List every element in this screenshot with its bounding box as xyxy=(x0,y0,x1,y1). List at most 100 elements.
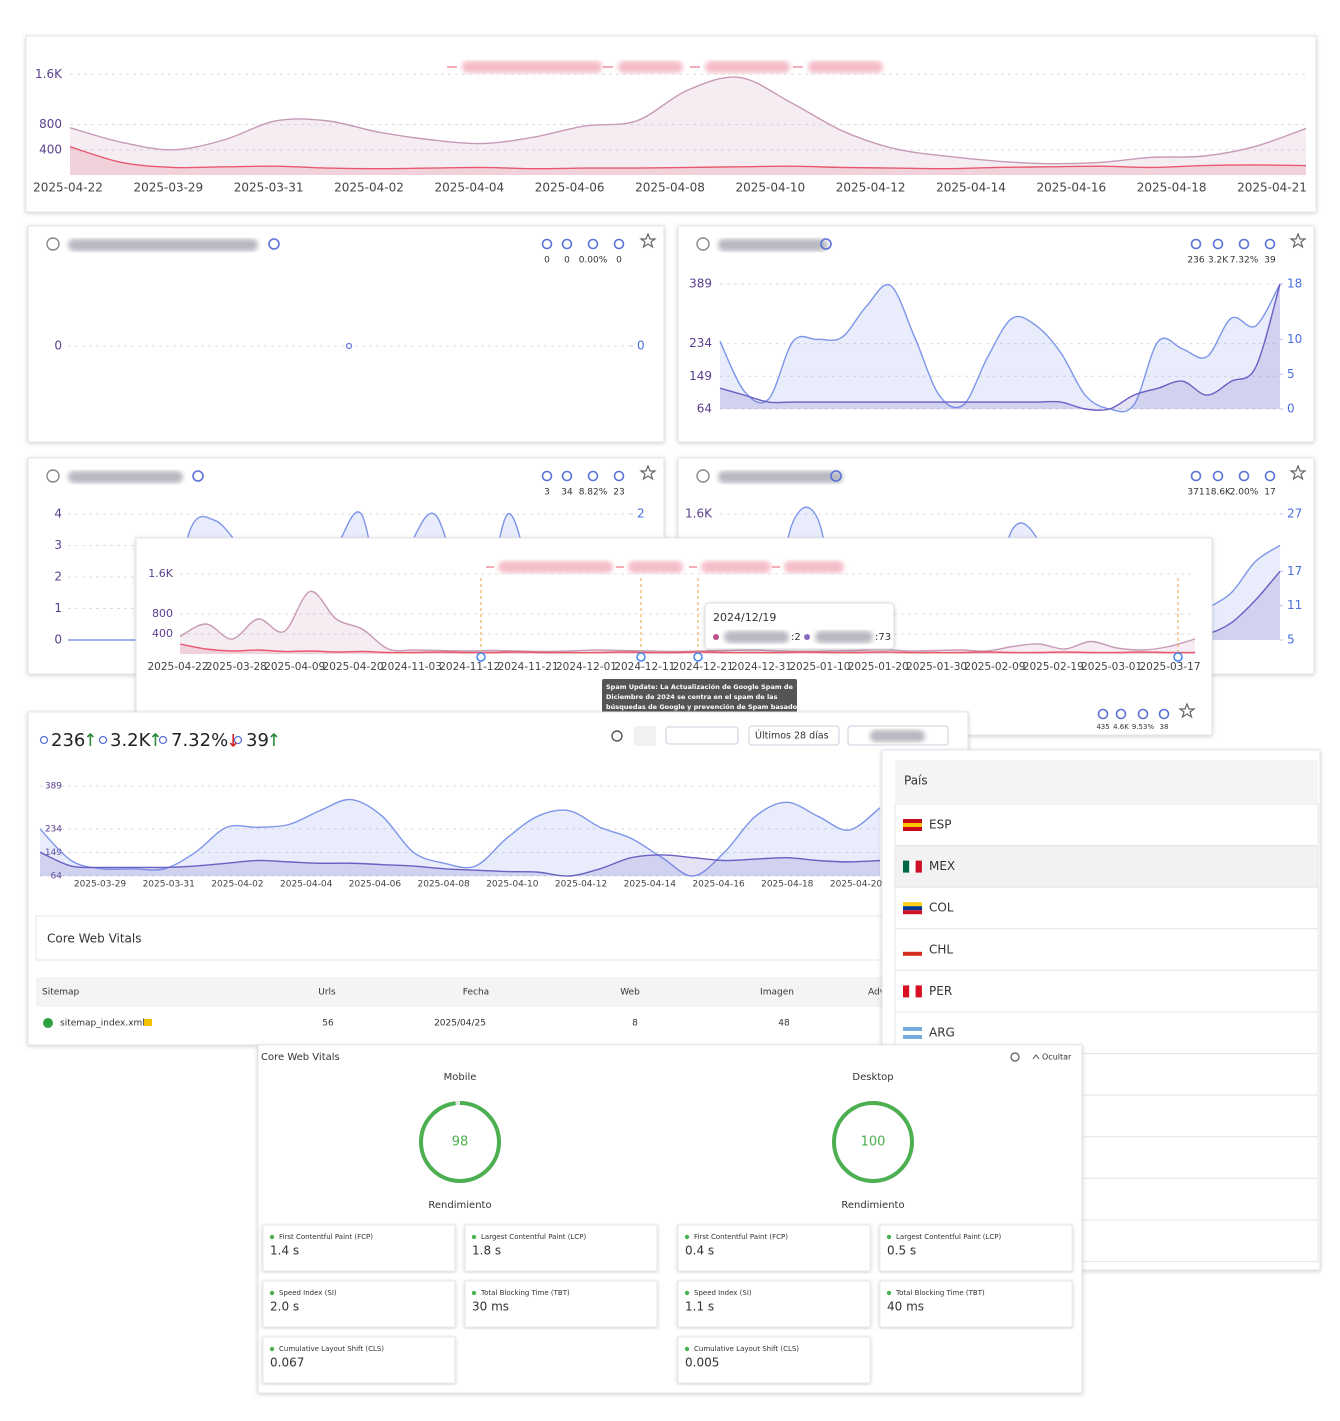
site-icon xyxy=(46,237,60,251)
y-tick-label: 64 xyxy=(51,872,63,882)
metric-value: 30 ms xyxy=(472,1300,509,1314)
trend-arrow xyxy=(229,734,237,748)
flag xyxy=(903,906,922,911)
y-tick-label: 1.6K xyxy=(35,67,63,81)
tooltip-date: 2024/12/19 xyxy=(713,611,776,624)
x-tick-label: 2025-04-20 xyxy=(323,661,384,673)
x-tick-label: 2025-04-14 xyxy=(936,181,1006,195)
x-tick-label: 2025-04-06 xyxy=(535,181,605,195)
status-dot xyxy=(269,1234,275,1240)
metric-icon xyxy=(158,735,168,745)
gauge-score: 98 xyxy=(452,1135,469,1150)
folder-icon xyxy=(144,1019,152,1026)
metric-value: 0 xyxy=(616,256,622,266)
country-code: CHL xyxy=(929,942,953,956)
metric-value: 23 xyxy=(613,488,624,498)
google-button[interactable] xyxy=(634,726,656,746)
inspect-icon[interactable] xyxy=(820,238,832,250)
x-tick-label: 2025-03-28 xyxy=(206,661,267,673)
y2-tick-label: 5 xyxy=(1287,367,1295,381)
metric-icon xyxy=(587,238,599,250)
annotation-text: Spam Update: La Actualización de Google … xyxy=(606,683,794,691)
x-tick-label: 2024-12-21 xyxy=(673,661,734,673)
section-card xyxy=(35,915,883,961)
google-update-icon[interactable] xyxy=(476,652,486,662)
metric-value: 8.82% xyxy=(579,488,608,498)
metric-name: Largest Contentful Paint (LCP) xyxy=(481,1233,587,1241)
metric-value: 0.00% xyxy=(579,256,608,266)
star-button[interactable] xyxy=(639,232,657,249)
metric-value: 2.00% xyxy=(1230,488,1259,498)
hidden-name xyxy=(815,631,873,643)
status-dot xyxy=(684,1290,690,1296)
star-button[interactable] xyxy=(639,464,657,481)
flag xyxy=(903,1035,922,1039)
star-button[interactable] xyxy=(1178,702,1196,719)
y-tick-label: 389 xyxy=(689,277,712,291)
line xyxy=(179,643,1196,654)
country-row xyxy=(894,928,1319,971)
x-tick-label: 2025-03-31 xyxy=(143,880,195,890)
country-row xyxy=(894,969,1319,1013)
google-update-icon[interactable] xyxy=(636,652,646,662)
point xyxy=(345,342,353,350)
x-tick-label: 2025-04-12 xyxy=(836,181,906,195)
range-select[interactable] xyxy=(748,725,840,746)
x-tick-label: 2025-04-12 xyxy=(555,880,607,890)
x-tick-label: 2025-03-31 xyxy=(234,181,304,195)
tooltip-value: :73 xyxy=(875,632,891,643)
flag xyxy=(903,1031,922,1035)
google-update-icon[interactable] xyxy=(1173,652,1183,662)
hidden-name xyxy=(718,471,843,483)
inspect-icon[interactable] xyxy=(192,470,204,482)
x-tick-label: 2025-04-04 xyxy=(434,181,504,195)
trend-arrow xyxy=(151,732,160,746)
gauge-label: Rendimiento xyxy=(841,1200,904,1211)
y-tick-label: 400 xyxy=(152,627,173,640)
hide-icon[interactable] xyxy=(611,730,623,742)
country-row xyxy=(894,845,1319,888)
metric-icon xyxy=(541,238,553,250)
hidden-name xyxy=(628,561,683,573)
x-tick-label: 2025-04-06 xyxy=(349,880,402,890)
table-header-cell: Sitemap xyxy=(42,988,80,998)
metric-value: 9.53% xyxy=(1132,723,1155,731)
inspect-icon[interactable] xyxy=(830,470,842,482)
mode-toggle[interactable] xyxy=(665,726,739,745)
y-tick-label: 0 xyxy=(54,339,62,353)
star-button[interactable] xyxy=(1289,464,1307,481)
metric-value: 236 xyxy=(1187,256,1204,266)
status-ok xyxy=(43,1018,53,1028)
metric-name: Cumulative Layout Shift (CLS) xyxy=(694,1345,799,1353)
country-code: PER xyxy=(929,984,952,998)
x-tick-label: 2025-04-09 xyxy=(264,661,325,673)
google-update-icon[interactable] xyxy=(693,652,703,662)
metric-value: 3 xyxy=(544,488,550,498)
flag xyxy=(915,860,922,873)
metric-card xyxy=(262,1224,456,1272)
site-icon xyxy=(696,237,710,251)
metric-icon xyxy=(1190,238,1202,250)
trend-arrow xyxy=(270,732,278,746)
table-header-cell: Fecha xyxy=(463,988,489,998)
hidden-name xyxy=(808,61,883,73)
x-tick-label: 2025-04-14 xyxy=(624,880,677,890)
gauge-arc xyxy=(832,1101,914,1183)
refresh-icon[interactable] xyxy=(1010,1052,1020,1062)
chevron xyxy=(1032,1054,1040,1060)
y-tick-label: 234 xyxy=(45,824,62,834)
y2-tick-label: 0 xyxy=(1287,402,1295,416)
x-tick-label: 2025-03-29 xyxy=(133,181,203,195)
metric-icon xyxy=(233,735,243,745)
star-button[interactable] xyxy=(1289,232,1307,249)
status-dot xyxy=(684,1346,690,1352)
x-tick-label: 2025-04-08 xyxy=(417,880,470,890)
gauge-score: 100 xyxy=(861,1135,886,1150)
flag xyxy=(903,827,922,831)
inspect-icon[interactable] xyxy=(268,238,280,250)
status-dot xyxy=(269,1290,275,1296)
x-tick-label: 2025-04-18 xyxy=(1137,181,1207,195)
metric-icon xyxy=(1212,238,1224,250)
line xyxy=(39,798,881,877)
